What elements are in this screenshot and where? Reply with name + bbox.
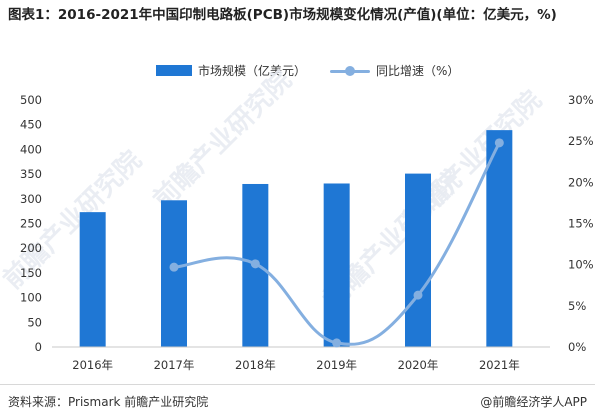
growth-rate-point [494, 138, 504, 148]
source-note: 资料来源：Prismark 前瞻产业研究院 [8, 395, 209, 409]
y-left-tick-label: 150 [20, 266, 42, 280]
y-left-tick-label: 300 [20, 192, 42, 206]
y-right-tick-label: 20% [568, 175, 594, 189]
y-left-tick-label: 50 [27, 315, 42, 329]
y-right-tick-label: 15% [568, 217, 594, 231]
growth-rate-point [332, 338, 342, 348]
y-right-tick-label: 30% [568, 93, 594, 107]
x-tick-label: 2021年 [479, 358, 520, 372]
bar-2021年 [486, 130, 513, 347]
x-tick-label: 2017年 [154, 358, 195, 372]
x-tick-label: 2018年 [235, 358, 276, 372]
legend: 市场规模（亿美元） 同比增速（%） [0, 62, 595, 82]
y-left-tick-label: 0 [35, 340, 42, 354]
y-left-tick-label: 350 [20, 167, 42, 181]
legend-bar-swatch [156, 65, 192, 76]
x-tick-label: 2019年 [316, 358, 357, 372]
legend-label-market-size: 市场规模（亿美元） [198, 64, 307, 78]
y-left-tick-label: 250 [20, 217, 42, 231]
x-tick-label: 2016年 [72, 358, 113, 372]
y-right-tick-label: 5% [568, 299, 586, 313]
y-right-tick-label: 0% [568, 340, 586, 354]
y-left-tick-label: 400 [20, 142, 42, 156]
brand-credit: @前瞻经济学人APP [480, 395, 587, 409]
combo-chart: 0 50 100 150 200 250 300 350 400 450 500 0% 5% 10% 15%… [20, 93, 594, 372]
footer: 资料来源：Prismark 前瞻产业研究院 @前瞻经济学人APP [0, 384, 595, 419]
chart-title: 图表1：2016-2021年中国印制电路板(PCB)市场规模变化情况(产值)(单… [8, 7, 557, 23]
y-right-tick-label: 10% [568, 258, 594, 272]
growth-rate-point [169, 262, 179, 272]
growth-rate-point [413, 290, 423, 300]
bar-2017年 [161, 200, 187, 347]
x-tick-label: 2020年 [398, 358, 439, 372]
legend-line-swatch [330, 65, 370, 77]
bar-2020年 [405, 173, 431, 347]
bar-2019年 [323, 183, 350, 347]
growth-rate-point [250, 259, 260, 269]
y-left-tick-label: 200 [20, 241, 42, 255]
legend-item-market-size: 市场规模（亿美元） [156, 62, 306, 79]
y-left-tick-label: 500 [20, 93, 42, 107]
y-left-tick-label: 450 [20, 118, 42, 132]
y-right-tick-label: 25% [568, 134, 594, 148]
y-left-tick-label: 100 [20, 291, 42, 305]
legend-label-growth-rate: 同比增速（%） [376, 64, 460, 78]
legend-item-growth-rate: 同比增速（%） [330, 62, 459, 79]
bar-2016年 [79, 212, 106, 347]
